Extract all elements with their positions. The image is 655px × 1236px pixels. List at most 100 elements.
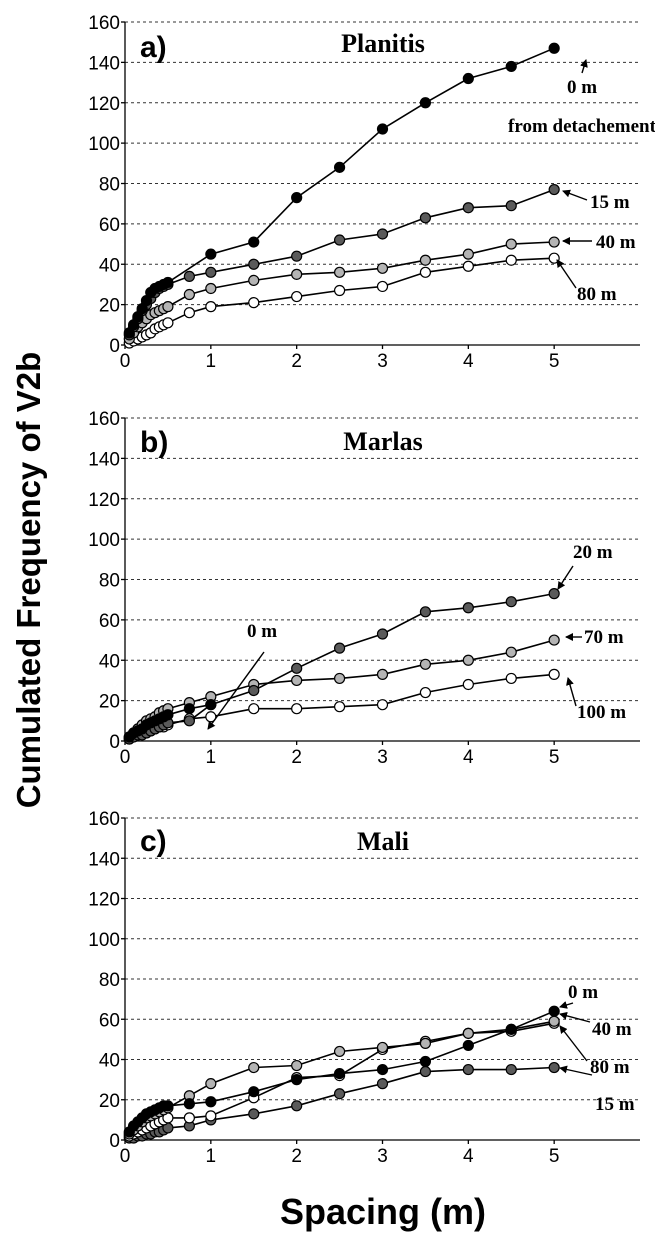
data-point — [376, 628, 389, 640]
data-point — [333, 161, 346, 173]
annotation-arrow — [559, 1065, 593, 1076]
y-tick-label: 0 — [109, 732, 120, 753]
y-tick-label: 120 — [88, 490, 120, 511]
annotation-label: 40 m — [592, 1019, 632, 1040]
data-point — [376, 1041, 389, 1054]
series-0-m — [123, 42, 560, 339]
annotation-label: 15 m — [595, 1094, 635, 1115]
data-point — [333, 284, 346, 297]
x-tick-label: 5 — [549, 1146, 560, 1167]
panel-letter: c) — [140, 825, 167, 858]
data-point — [333, 266, 346, 278]
data-point — [333, 1067, 346, 1080]
data-point — [376, 1063, 389, 1076]
data-point — [419, 212, 432, 224]
y-tick-label: 20 — [99, 692, 120, 713]
x-tick-label: 4 — [463, 351, 474, 372]
data-point — [419, 1037, 432, 1050]
series-40-m — [123, 236, 560, 345]
y-tick-label: 100 — [88, 530, 120, 551]
annotation-label: 0 m — [568, 982, 598, 1003]
x-tick-label: 3 — [377, 747, 388, 768]
x-tick-label: 0 — [120, 351, 131, 372]
data-point — [333, 234, 346, 246]
y-tick-label: 140 — [88, 449, 120, 470]
y-tick-label: 20 — [99, 1091, 120, 1112]
series-0-m — [123, 699, 217, 743]
data-point — [462, 248, 474, 260]
data-point — [419, 606, 432, 618]
x-tick-label: 1 — [206, 747, 217, 768]
data-point — [419, 97, 432, 109]
data-point — [205, 1078, 217, 1090]
x-tick-label: 2 — [291, 1146, 302, 1167]
data-point — [548, 1005, 560, 1017]
data-point — [183, 307, 195, 319]
series-80-m — [123, 252, 560, 349]
data-point — [291, 192, 303, 204]
y-axis-label: Cumulated Frequency of V2b — [10, 352, 47, 809]
data-point — [376, 262, 389, 274]
data-point — [183, 1112, 195, 1124]
data-point — [162, 301, 174, 313]
data-point — [248, 684, 260, 697]
panel-title: Marlas — [343, 427, 422, 456]
data-point — [505, 238, 517, 250]
x-axis-label: Spacing (m) — [280, 1191, 486, 1232]
data-point — [548, 1015, 560, 1027]
data-point — [205, 1110, 217, 1122]
data-point — [505, 1023, 517, 1035]
data-point — [548, 236, 560, 248]
annotation-label: 40 m — [596, 232, 636, 253]
y-tick-label: 160 — [88, 13, 120, 34]
data-point — [205, 266, 217, 278]
panel-title: Mali — [357, 827, 409, 856]
annotation-label: 70 m — [584, 627, 624, 648]
annotation-label: 15 m — [590, 192, 630, 213]
y-tick-label: 140 — [88, 849, 120, 870]
data-point — [162, 1100, 174, 1112]
annotation-label: 0 m — [567, 77, 597, 98]
y-tick-label: 60 — [99, 611, 120, 632]
x-tick-label: 3 — [377, 351, 388, 372]
data-point — [376, 699, 389, 711]
data-point — [291, 1100, 303, 1112]
data-point — [548, 1061, 560, 1074]
y-tick-label: 40 — [99, 651, 120, 672]
data-point — [183, 1098, 195, 1110]
x-tick-label: 4 — [463, 1146, 474, 1167]
annotation-label: 20 m — [573, 542, 613, 563]
data-point — [248, 1108, 260, 1120]
data-point — [462, 1027, 474, 1039]
data-point — [248, 1061, 260, 1074]
series-80-m — [123, 1017, 560, 1142]
annotation-arrow — [559, 1025, 588, 1062]
annotation-label: from detachement — [508, 116, 655, 137]
data-point — [248, 236, 260, 248]
annotation-arrow — [566, 677, 577, 707]
annotation-arrow — [580, 59, 588, 74]
data-point — [505, 200, 517, 212]
data-point — [248, 703, 260, 715]
x-tick-label: 2 — [291, 351, 302, 372]
data-point — [548, 183, 560, 196]
data-point — [205, 1096, 217, 1108]
y-tick-label: 120 — [88, 890, 120, 911]
annotation-arrow — [562, 189, 588, 201]
data-point — [419, 1055, 432, 1068]
y-tick-label: 40 — [99, 255, 120, 276]
annotation-arrow — [207, 651, 265, 730]
series-0-m — [123, 1005, 560, 1138]
data-point — [162, 276, 174, 289]
data-point — [291, 268, 303, 280]
annotation-label: 80 m — [577, 284, 617, 305]
data-point — [505, 672, 517, 685]
panel-title: Planitis — [341, 29, 425, 58]
data-point — [248, 274, 260, 286]
y-tick-label: 80 — [99, 970, 120, 991]
data-point — [548, 588, 560, 600]
panel-letter: b) — [140, 426, 168, 459]
annotation-arrow — [559, 1011, 591, 1023]
series-20-m — [123, 588, 560, 745]
data-point — [248, 297, 260, 309]
